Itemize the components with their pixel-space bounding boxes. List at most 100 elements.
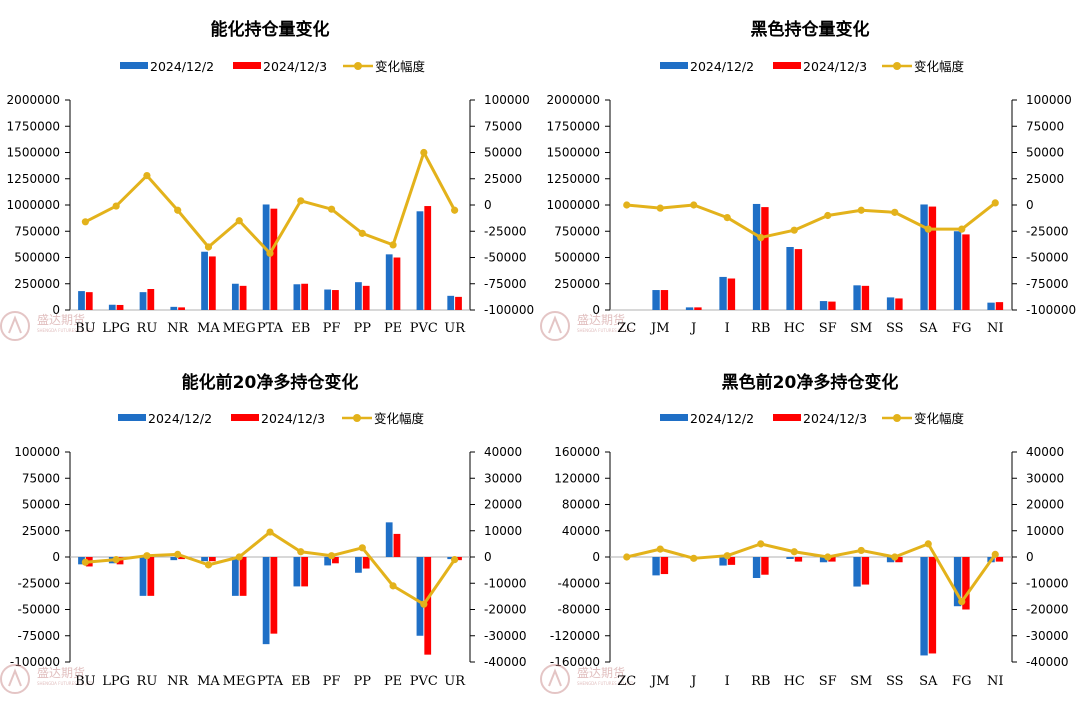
x-tick-label: SS bbox=[886, 674, 904, 689]
y-tick-label: 2000000 bbox=[547, 93, 600, 107]
line-point bbox=[924, 225, 932, 233]
bar-series-1 bbox=[819, 557, 828, 563]
line-point bbox=[204, 243, 213, 251]
line-point bbox=[297, 548, 305, 556]
y2-tick-label: -10000 bbox=[484, 576, 527, 590]
bar-series-2 bbox=[928, 206, 937, 310]
bar-series-1 bbox=[786, 247, 794, 310]
legend-label-3: 变化幅度 bbox=[914, 411, 965, 426]
line-point bbox=[857, 206, 865, 214]
bar-series-1 bbox=[886, 297, 895, 310]
line-point bbox=[891, 208, 899, 216]
watermark-subtext: SHENGDA FUTURES CO.,LTD. bbox=[37, 681, 95, 686]
y2-tick-label: -50000 bbox=[1026, 251, 1069, 265]
y2-tick-label: 40000 bbox=[484, 445, 522, 459]
line-point bbox=[389, 241, 397, 249]
bar-series-2 bbox=[301, 283, 309, 310]
bar-series-1 bbox=[652, 557, 660, 576]
line-series bbox=[626, 542, 997, 604]
y-tick-label: 250000 bbox=[14, 277, 60, 291]
bar-series-1 bbox=[447, 557, 455, 560]
x-tick-label: MA bbox=[197, 674, 220, 689]
y2-tick-label: 10000 bbox=[484, 524, 522, 538]
bar-series-1 bbox=[886, 557, 895, 563]
bar-series-1 bbox=[953, 231, 962, 310]
legend-label-3: 变化幅度 bbox=[375, 59, 426, 74]
bar-series-1 bbox=[416, 211, 424, 310]
y-tick-label: 1250000 bbox=[547, 172, 600, 186]
line-point bbox=[824, 211, 832, 220]
line-point bbox=[358, 544, 366, 552]
watermark-seal-icon bbox=[540, 664, 570, 694]
legend: 2024/12/2 2024/12/3 变化幅度 bbox=[118, 411, 425, 426]
legend-swatch-1 bbox=[660, 414, 688, 421]
bar-series-2 bbox=[928, 557, 937, 654]
bar-series-1 bbox=[78, 557, 85, 565]
line-point bbox=[266, 528, 274, 536]
y2-tick-label: 0 bbox=[1026, 198, 1034, 212]
legend-marker bbox=[353, 414, 361, 422]
bar-series-1 bbox=[78, 291, 85, 310]
bar-series-2 bbox=[362, 285, 370, 310]
y2-tick-label: 20000 bbox=[1026, 498, 1064, 512]
bar-series-1 bbox=[853, 285, 861, 310]
y-tick-label: -100000 bbox=[10, 655, 60, 669]
x-tick-label: SF bbox=[819, 321, 837, 336]
bar-series-2 bbox=[727, 557, 736, 565]
bar-series-1 bbox=[262, 557, 270, 645]
line-point bbox=[891, 553, 899, 561]
x-tick-label: SM bbox=[850, 674, 872, 689]
bar-series-2 bbox=[393, 257, 401, 310]
bar-series-2 bbox=[828, 557, 836, 562]
y-tick-label: -40000 bbox=[557, 576, 600, 590]
bar-series-2 bbox=[332, 557, 339, 564]
legend-label-3: 变化幅度 bbox=[914, 59, 965, 74]
line-point bbox=[204, 561, 213, 569]
bar-series-1 bbox=[752, 203, 761, 310]
line-point bbox=[690, 554, 698, 562]
bar-series-2 bbox=[828, 301, 836, 310]
x-tick-label: RU bbox=[137, 321, 158, 336]
legend-swatch-2 bbox=[233, 62, 261, 69]
y2-tick-label: 25000 bbox=[1026, 172, 1064, 186]
x-tick-label: NI bbox=[987, 674, 1004, 689]
line-point bbox=[81, 558, 89, 566]
x-tick-label: NR bbox=[167, 321, 189, 336]
watermark-seal-mark bbox=[548, 315, 562, 334]
line-point bbox=[420, 600, 428, 608]
x-tick-label: ZC bbox=[617, 321, 636, 336]
x-tick-label: PF bbox=[323, 674, 341, 689]
y-tick-label: -25000 bbox=[17, 576, 60, 590]
line-point bbox=[958, 598, 966, 606]
bar-series-1 bbox=[108, 304, 116, 310]
line-point bbox=[656, 545, 664, 553]
legend-swatch-1 bbox=[118, 414, 146, 421]
y2-tick-label: -25000 bbox=[1026, 224, 1069, 238]
y2-tick-label: 25000 bbox=[484, 172, 522, 186]
bar-series-2 bbox=[660, 557, 669, 575]
line-point bbox=[991, 199, 999, 207]
x-tick-label: NI bbox=[987, 321, 1004, 336]
bar-series-1 bbox=[685, 307, 694, 310]
line-point bbox=[174, 550, 182, 558]
bar-series-2 bbox=[455, 296, 462, 310]
bar-series-2 bbox=[995, 557, 1004, 562]
bar-series-1 bbox=[385, 522, 393, 557]
chart-title: 黑色前20净多持仓变化 bbox=[722, 372, 899, 393]
y2-tick-label: 10000 bbox=[1026, 524, 1064, 538]
x-tick-label: I bbox=[725, 321, 730, 336]
bar-series-2 bbox=[962, 234, 970, 310]
bar-series-1 bbox=[139, 557, 147, 596]
x-tick-label: PE bbox=[384, 321, 402, 336]
bar-series-1 bbox=[231, 557, 239, 596]
line-point bbox=[958, 225, 966, 233]
bar-series-2 bbox=[85, 292, 93, 310]
line-point bbox=[790, 548, 798, 556]
bar-series-2 bbox=[178, 307, 185, 310]
bar-series-1 bbox=[201, 251, 208, 310]
